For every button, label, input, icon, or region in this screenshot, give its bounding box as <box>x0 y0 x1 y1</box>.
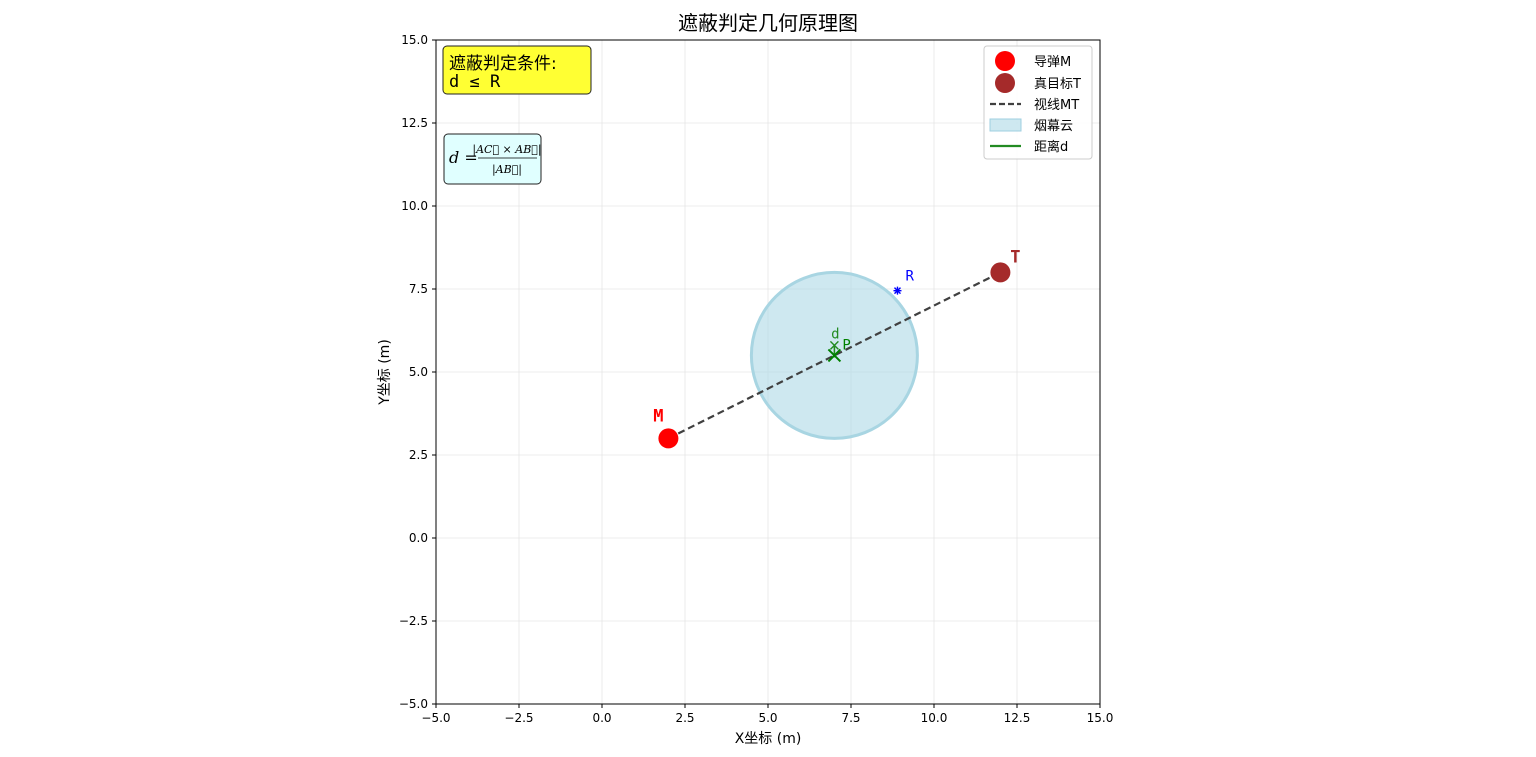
formula-box: d = |AC⃗ × AB⃗| |AB⃗| <box>443 133 542 185</box>
radius-label: R <box>905 269 914 285</box>
y-tick-label: 5.0 <box>409 365 428 379</box>
target-label: T <box>1010 247 1020 267</box>
y-axis-label: Y坐标 (m) <box>377 339 393 406</box>
radius-marker <box>893 286 902 295</box>
y-tick-label: 7.5 <box>409 282 428 296</box>
x-tick-label: 0.0 <box>592 711 611 725</box>
legend-label-target: 真目标T <box>1034 77 1081 92</box>
formula-denominator: |AB⃗| <box>492 163 522 177</box>
x-tick-label: 7.5 <box>841 711 860 725</box>
foot-point-label: P <box>842 337 850 353</box>
legend: 导弹M 真目标T 视线MT 烟幕云 距离d <box>983 45 1093 160</box>
missile-label: M <box>653 406 663 426</box>
legend-label-smoke: 烟幕云 <box>1034 119 1073 134</box>
distance-cap-marker <box>829 340 839 350</box>
x-tick-label: 2.5 <box>675 711 694 725</box>
legend-marker-smoke <box>989 118 1022 132</box>
y-tick-label: −2.5 <box>399 614 428 628</box>
target-point <box>990 262 1011 283</box>
formula-numerator: |AC⃗ × AB⃗| <box>472 143 541 157</box>
legend-label-missile: 导弹M <box>1034 55 1071 70</box>
legend-marker-target <box>995 73 1015 93</box>
condition-box: 遮蔽判定条件: d ≤ R <box>442 45 592 95</box>
legend-label-distance: 距离d <box>1034 139 1068 155</box>
x-tick-label: 10.0 <box>921 711 948 725</box>
condition-expr: d ≤ R <box>449 72 501 92</box>
x-tick-label: 15.0 <box>1087 711 1114 725</box>
x-axis-label: X坐标 (m) <box>735 731 802 747</box>
formula-lhs: d = <box>449 148 478 167</box>
x-tick-label: −5.0 <box>421 711 450 725</box>
marks: dP R M T <box>653 247 1021 449</box>
y-tick-label: −5.0 <box>399 697 428 711</box>
x-tick-label: −2.5 <box>504 711 533 725</box>
distance-label: d <box>831 326 839 342</box>
y-tick-label: 10.0 <box>401 199 428 213</box>
condition-title: 遮蔽判定条件: <box>449 54 557 74</box>
missile-point <box>658 428 679 449</box>
y-tick-label: 2.5 <box>409 448 428 462</box>
line-of-sight <box>667 271 1001 440</box>
legend-marker-missile <box>995 51 1015 71</box>
y-tick-label: 15.0 <box>401 33 428 47</box>
foot-point-marker <box>827 348 842 363</box>
y-tick-label: 12.5 <box>401 116 428 130</box>
legend-label-sightline: 视线MT <box>1034 98 1079 113</box>
x-tick-label: 5.0 <box>758 711 777 725</box>
y-tick-label: 0.0 <box>409 531 428 545</box>
chart-title: 遮蔽判定几何原理图 <box>678 11 858 35</box>
x-tick-label: 12.5 <box>1004 711 1031 725</box>
plot-frame <box>435 39 1101 705</box>
ticks: −5.0 −2.5 0.0 2.5 5.0 7.5 10.0 12.5 15.0 −5.0 −2.5… <box>399 33 1114 725</box>
